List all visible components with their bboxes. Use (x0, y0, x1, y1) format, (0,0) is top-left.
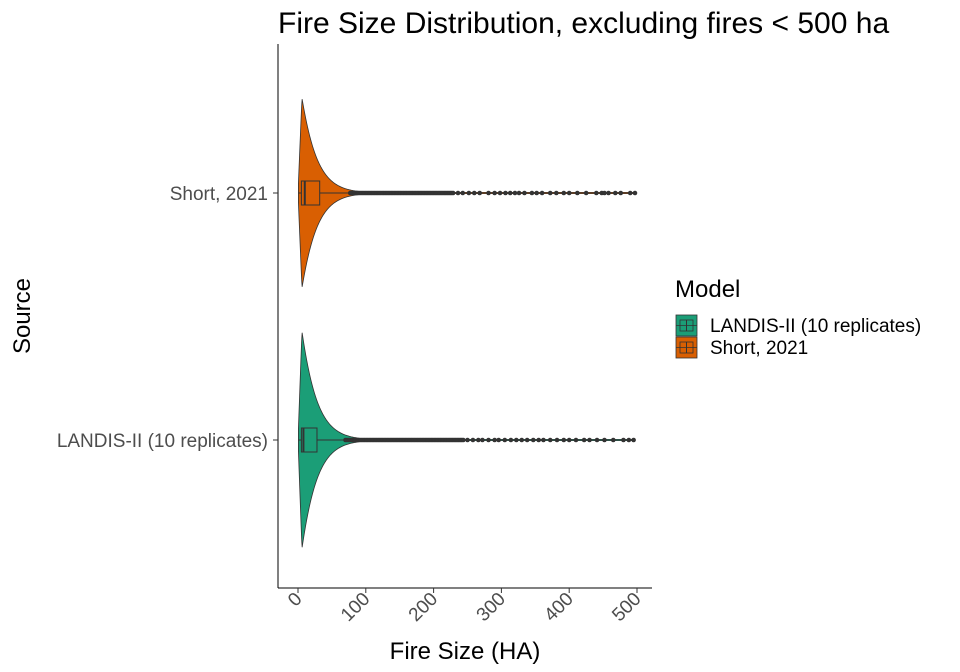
outlier-point (512, 190, 518, 196)
x-tick-label: 400 (540, 589, 577, 626)
box-iqr (300, 427, 318, 453)
outlier-point (610, 437, 616, 443)
outlier-point (539, 190, 545, 196)
legend-entry: Short, 2021 (675, 336, 808, 359)
outlier-point (497, 190, 503, 196)
outlier-point (613, 190, 618, 196)
outlier-point (460, 190, 466, 196)
outlier-point (632, 190, 638, 196)
outlier-point (492, 190, 497, 196)
outlier-point (486, 190, 491, 196)
outlier-point (602, 190, 607, 196)
outlier-point (496, 437, 501, 443)
outlier-point (471, 190, 477, 196)
y-axis-title: Source (9, 278, 36, 354)
outlier-point (502, 437, 508, 443)
outlier-point (621, 437, 626, 443)
x-tick-label: 0 (284, 589, 306, 611)
outlier-point (587, 437, 592, 443)
outlier-point (529, 190, 535, 196)
outlier-point (470, 437, 476, 443)
y-tick-label: Short, 2021 (170, 184, 268, 205)
legend-label: LANDIS-II (10 replicates) (710, 316, 921, 337)
y-axis-ticks: LANDIS-II (10 replicates) Short, 2021 (57, 184, 278, 452)
outlier-point (534, 190, 539, 196)
outlier-point (450, 190, 456, 196)
outlier-point (573, 437, 579, 443)
x-axis-title: Fire Size (HA) (390, 638, 541, 665)
plot-area (298, 99, 638, 548)
box-iqr (300, 180, 321, 206)
chart-title: Fire Size Distribution, excluding fires … (278, 7, 889, 40)
outlier-point (536, 437, 541, 443)
outlier-point (606, 190, 611, 196)
outlier-point (547, 190, 553, 196)
outlier-point (477, 190, 483, 196)
legend: Model LANDIS-II (10 replicates)Short, 20… (675, 276, 921, 359)
outlier-point (627, 190, 633, 196)
outlier-point (626, 437, 632, 443)
x-tick-label: 200 (405, 589, 442, 626)
y-tick-label: LANDIS-II (10 replicates) (57, 431, 268, 452)
outlier-point (530, 437, 536, 443)
outlier-point (541, 437, 546, 443)
outlier-point (583, 190, 589, 196)
outlier-point (492, 437, 497, 443)
outlier-point (480, 437, 485, 443)
outlier-point (554, 190, 559, 196)
legend-title: Model (675, 276, 740, 303)
outlier-point (566, 190, 572, 196)
outlier-point (466, 190, 472, 196)
outlier-point (618, 190, 624, 196)
x-tick-label: 500 (608, 589, 645, 626)
outlier-point (507, 190, 513, 196)
x-axis-ticks: 0 100 200 300 400 500 (284, 588, 646, 626)
outlier-point (465, 437, 470, 443)
outlier-point (575, 190, 580, 196)
x-tick-label: 300 (473, 589, 510, 626)
x-tick-label: 100 (337, 589, 374, 626)
outlier-point (503, 190, 508, 196)
outlier-point (514, 437, 519, 443)
legend-label: Short, 2021 (710, 338, 808, 359)
legend-entry: LANDIS-II (10 replicates) (675, 314, 921, 337)
outlier-point (455, 190, 461, 196)
outlier-point (461, 437, 466, 443)
outlier-point (554, 437, 560, 443)
outlier-point (486, 437, 491, 443)
outlier-point (566, 437, 572, 443)
outlier-point (594, 190, 599, 196)
outlier-point (508, 437, 514, 443)
outlier-point (476, 437, 481, 443)
outlier-point (631, 437, 636, 443)
outlier-point (602, 437, 607, 443)
outlier-point (516, 190, 522, 196)
outlier-point (519, 437, 525, 443)
outlier-point (524, 437, 530, 443)
outlier-point (561, 190, 567, 196)
outlier-point (561, 437, 567, 443)
outlier-point (522, 190, 527, 196)
outlier-point (581, 437, 587, 443)
outlier-point (594, 437, 600, 443)
outlier-point (547, 437, 553, 443)
